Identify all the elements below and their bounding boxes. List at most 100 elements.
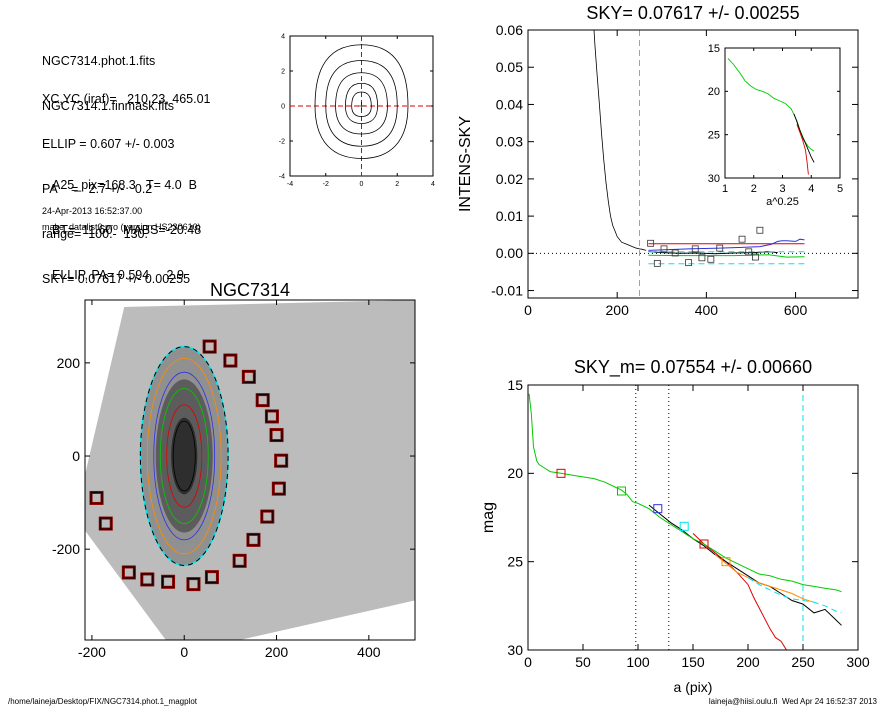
sky-marker: [756, 226, 764, 234]
mag-series-line: [714, 554, 815, 603]
info-line: NGC7314.1.finmask.fits: [42, 99, 174, 113]
sky-box-outline: [233, 554, 246, 567]
isophote: [166, 404, 203, 508]
sky-marker: [716, 244, 724, 252]
info-line: SKY= 0.07617 +/- 0.00255: [42, 272, 191, 286]
contour-level: [351, 91, 372, 117]
sky-box-outline: [247, 533, 260, 546]
info-line: BT= 11.60 MABS=-20.48: [52, 223, 202, 237]
info-line: ELLIP = 0.607 +/- 0.003: [42, 137, 175, 151]
info-line: A25_pix=168.3 T= 4.0 B: [52, 178, 198, 192]
sky-box-outline: [270, 429, 283, 442]
info-block-a: NGC7314.phot.1.fits NGC7314.1.finmask.fi…: [42, 24, 174, 129]
y-tick-label: 0.00: [496, 245, 523, 261]
sky-box-outline: [272, 482, 285, 495]
contour-level: [325, 60, 398, 147]
sky-marker: [691, 245, 699, 253]
x-tick-label: 2: [751, 183, 757, 195]
isophote: [146, 357, 222, 555]
x-tick-label: 0: [524, 302, 532, 318]
y-tick-label: 0.02: [496, 171, 523, 187]
y-tick-label: -200: [52, 541, 80, 557]
sky-box-outline: [261, 510, 274, 523]
x-tick-label: 3: [779, 183, 785, 195]
sky-box-outline: [275, 454, 288, 467]
info-line: ELLIP, PA= 0.594 2.9: [52, 268, 184, 282]
sky-marker: [698, 254, 706, 262]
sky-box-outline: [256, 394, 269, 407]
inset-series-line: [793, 113, 815, 163]
y-tick-label: 15: [708, 43, 720, 55]
sky-marker: [738, 235, 746, 243]
y-tick-label: 15: [507, 377, 523, 393]
image-frame: [84, 299, 416, 641]
x-tick-label: 4: [808, 183, 814, 195]
sky-box-outline: [141, 573, 154, 586]
sky-marker: [660, 245, 668, 253]
x-tick-label: 0: [180, 644, 188, 660]
x-tick-label: 400: [695, 302, 719, 318]
isophote: [172, 420, 196, 492]
x-tick-label: -4: [287, 181, 293, 188]
y-tick-label: 0.06: [496, 22, 523, 38]
x-tick-label: 4: [431, 181, 435, 188]
inset-series-line: [796, 124, 809, 175]
info-line: PA = 2.7 +/- 0.2: [42, 182, 153, 196]
sky-box-outline: [224, 354, 237, 367]
sky-profile-line: [593, 29, 647, 251]
mag-y-axis-label: mag: [480, 502, 497, 533]
footer-user: laineja@hiisi.oulu.fi Wed Apr 24 16:52:3…: [708, 697, 877, 706]
isophote: [153, 371, 216, 541]
inset-background: [725, 48, 840, 178]
mag-series-line: [692, 533, 787, 650]
y-tick-label: 0.01: [496, 208, 523, 224]
mag-series-line: [648, 504, 842, 626]
sky-box-outline: [162, 575, 175, 588]
sky-marker: [685, 259, 692, 267]
sky-box-outline: [265, 410, 278, 423]
y-tick-label: 0: [281, 103, 285, 110]
sky-series-line: [648, 254, 805, 258]
sky-y-axis-label: INTENS-SKY: [457, 116, 474, 212]
x-tick-label: 5: [837, 183, 843, 195]
info-block-b: XC,YC (iraf)= 210.23, 465.01 ELLIP = 0.6…: [42, 62, 211, 302]
inset-x-axis-label: a^0.25: [766, 196, 799, 208]
x-tick-label: 250: [791, 654, 815, 670]
mag-marker: [721, 557, 731, 567]
y-tick-label: 0.04: [496, 96, 523, 112]
y-tick-label: -4: [279, 173, 285, 180]
x-tick-label: 0: [524, 654, 532, 670]
x-tick-label: 200: [265, 644, 289, 660]
program-version: make_datalist0.pro (version HS230610): [42, 222, 201, 232]
x-tick-label: 1: [722, 183, 728, 195]
x-tick-label: 400: [357, 644, 381, 660]
contour-level: [335, 72, 388, 135]
mag-series-line: [747, 577, 842, 614]
sky-marker: [671, 249, 679, 257]
y-tick-label: -2: [279, 138, 285, 145]
y-tick-label: 4: [281, 33, 285, 40]
sky-marker: [653, 259, 661, 267]
mag-marker: [699, 539, 709, 549]
y-tick-label: 20: [708, 86, 720, 98]
sky-box-outline: [205, 571, 218, 584]
sky-series-line: [648, 238, 805, 251]
x-tick-label: 50: [575, 654, 591, 670]
image-field: [85, 300, 415, 640]
x-tick-label: 200: [736, 654, 760, 670]
mag-frame: [527, 384, 859, 651]
y-tick-label: 0: [72, 448, 80, 464]
y-tick-label: 0.05: [496, 59, 523, 75]
sky-box-outline: [203, 340, 216, 353]
sky-box-outline: [242, 370, 255, 383]
x-tick-label: 150: [681, 654, 705, 670]
y-tick-label: 0.03: [496, 134, 523, 150]
y-tick-label: 200: [57, 355, 81, 371]
sky-marker: [707, 255, 715, 263]
mag-content: [528, 393, 842, 650]
x-tick-label: -200: [78, 644, 106, 660]
contour-level: [314, 44, 409, 159]
mag-marker: [679, 521, 689, 531]
sky-box-outline: [122, 566, 135, 579]
